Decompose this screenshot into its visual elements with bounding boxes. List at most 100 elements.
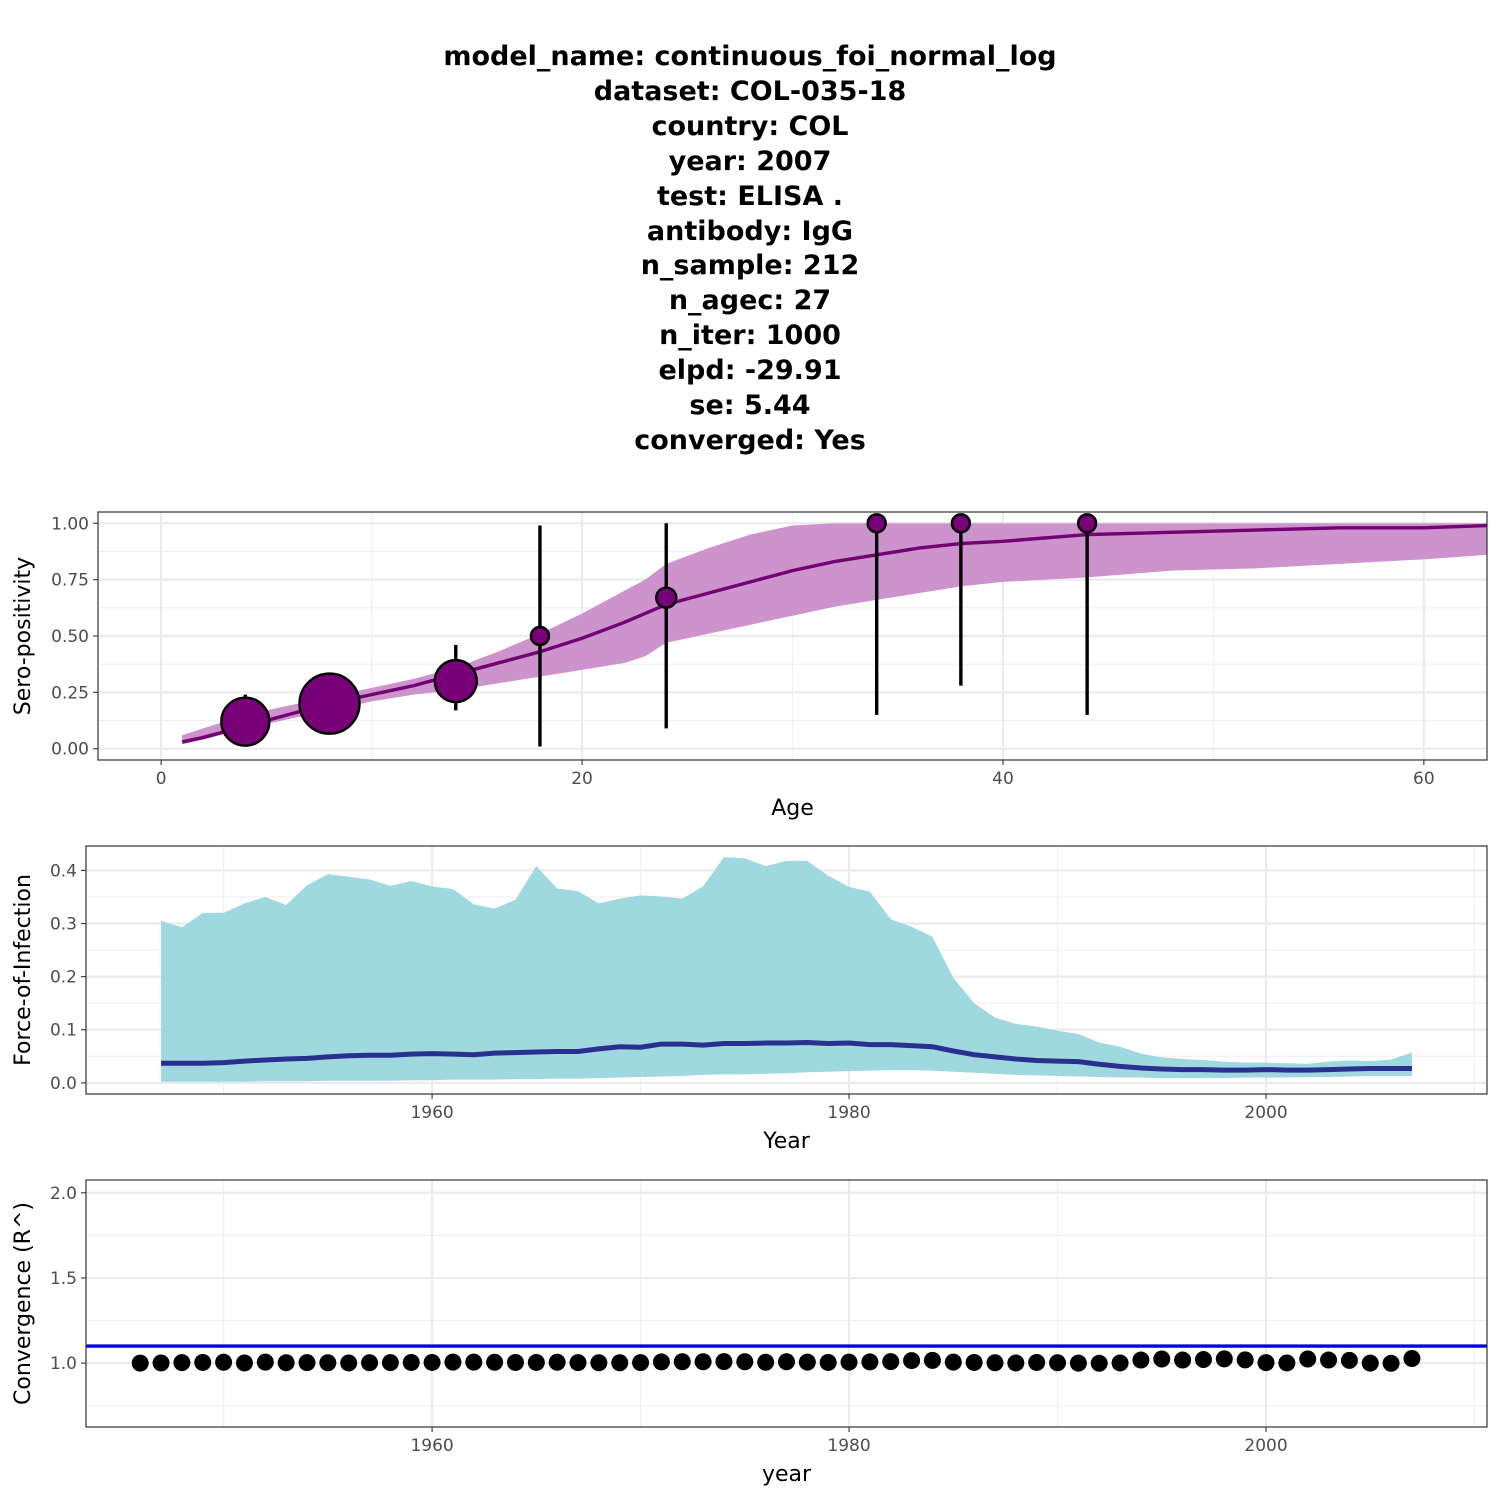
y-tick-label: 2.0 bbox=[50, 1184, 77, 1204]
foi-credible-band bbox=[161, 857, 1412, 1082]
rhat-point bbox=[819, 1353, 837, 1371]
x-tick-label: 1960 bbox=[410, 1436, 453, 1456]
rhat-point bbox=[361, 1354, 379, 1372]
y-axis-title: Convergence (R^) bbox=[11, 1202, 36, 1405]
rhat-point bbox=[1111, 1354, 1129, 1372]
rhat-point bbox=[882, 1353, 900, 1371]
rhat-point bbox=[1007, 1354, 1025, 1372]
rhat-point bbox=[632, 1354, 650, 1372]
x-tick-label: 40 bbox=[992, 769, 1014, 789]
y-tick-label: 1.5 bbox=[50, 1269, 77, 1289]
rhat-point bbox=[923, 1351, 941, 1369]
chart-panel-force-of-infection: 1960 1980 2000 0.0 0.1 0.2 0.3 0.4 Year Force-of-… bbox=[11, 845, 1488, 1154]
rhat-point bbox=[1028, 1353, 1046, 1371]
rhat-point bbox=[798, 1353, 816, 1371]
x-tick-label: 0 bbox=[156, 769, 167, 789]
rhat-point bbox=[1090, 1354, 1108, 1372]
sero-observed-point bbox=[433, 658, 478, 704]
x-tick-label: 1960 bbox=[410, 1103, 453, 1123]
x-tick-label: 2000 bbox=[1244, 1103, 1287, 1123]
rhat-point bbox=[1236, 1351, 1254, 1369]
sero-observed-point bbox=[1076, 513, 1098, 534]
title-line: converged: Yes bbox=[634, 424, 866, 456]
rhat-point bbox=[1340, 1351, 1358, 1369]
rhat-point bbox=[1257, 1354, 1275, 1372]
chart-panel-seroprevalence: 0 20 40 60 0.00 0.25 0.50 0.75 1.00 Age Sero-posit… bbox=[11, 511, 1488, 821]
sero-observed-point bbox=[220, 696, 271, 747]
title-line: test: ELISA . bbox=[656, 180, 844, 212]
rhat-point bbox=[944, 1353, 962, 1371]
rhat-point bbox=[131, 1354, 149, 1372]
rhat-point bbox=[903, 1352, 921, 1370]
rhat-point bbox=[778, 1353, 795, 1371]
rhat-point bbox=[1403, 1350, 1421, 1368]
rhat-point bbox=[1278, 1354, 1296, 1372]
rhat-point bbox=[319, 1354, 337, 1372]
y-tick-label: 0.50 bbox=[51, 627, 89, 647]
rhat-point bbox=[152, 1354, 170, 1372]
panel-background bbox=[86, 1180, 1487, 1427]
rhat-point bbox=[861, 1353, 879, 1371]
rhat-point bbox=[298, 1354, 316, 1372]
rhat-point bbox=[1382, 1354, 1400, 1372]
rhat-point bbox=[736, 1353, 754, 1371]
y-tick-label: 0.0 bbox=[50, 1074, 77, 1094]
rhat-point bbox=[1174, 1351, 1192, 1369]
sero-observed-point bbox=[298, 672, 361, 735]
y-tick-label: 0.3 bbox=[50, 915, 77, 935]
title-line: model_name: continuous_foi_normal_log bbox=[443, 41, 1057, 72]
title-line: country: COL bbox=[651, 110, 849, 142]
rhat-point bbox=[652, 1353, 670, 1371]
y-axis-title: Force-of-Infection bbox=[11, 874, 36, 1066]
rhat-point bbox=[506, 1353, 524, 1371]
panel-border bbox=[85, 1179, 1488, 1428]
title-line: se: 5.44 bbox=[689, 390, 811, 422]
rhat-point bbox=[590, 1354, 608, 1372]
sero-observed-point bbox=[655, 586, 678, 609]
title-line: n_sample: 212 bbox=[640, 250, 860, 282]
title-line: elpd: -29.91 bbox=[658, 355, 842, 387]
panel-border bbox=[97, 511, 1488, 761]
rhat-point bbox=[965, 1353, 983, 1371]
x-tick-label: 1980 bbox=[827, 1103, 870, 1123]
rhat-point bbox=[215, 1353, 233, 1371]
rhat-point bbox=[194, 1353, 212, 1371]
sero-observed-point bbox=[529, 625, 551, 647]
y-tick-label: 0.1 bbox=[50, 1021, 77, 1041]
y-tick-label: 0.00 bbox=[51, 740, 89, 760]
rhat-point bbox=[340, 1354, 358, 1372]
x-tick-label: 20 bbox=[571, 769, 593, 789]
panel-border bbox=[85, 845, 1488, 1095]
rhat-point bbox=[611, 1354, 629, 1372]
rhat-point bbox=[694, 1353, 712, 1371]
rhat-point bbox=[277, 1354, 295, 1372]
rhat-point bbox=[173, 1354, 191, 1372]
rhat-point bbox=[423, 1353, 441, 1371]
rhat-point bbox=[715, 1353, 733, 1371]
y-tick-label: 0.75 bbox=[51, 571, 89, 591]
title-line: n_iter: 1000 bbox=[659, 320, 841, 352]
rhat-point bbox=[1361, 1354, 1379, 1372]
rhat-point bbox=[444, 1353, 462, 1371]
rhat-point bbox=[1299, 1350, 1317, 1368]
rhat-point bbox=[465, 1353, 483, 1371]
sero-credible-band bbox=[182, 523, 1487, 745]
y-tick-label: 0.2 bbox=[50, 968, 77, 988]
x-axis-title: Age bbox=[771, 796, 814, 821]
y-tick-label: 1.0 bbox=[50, 1354, 77, 1374]
sero-observed-point bbox=[866, 513, 887, 534]
rhat-point bbox=[840, 1353, 858, 1371]
y-axis-title: Sero-positivity bbox=[11, 557, 36, 715]
rhat-point bbox=[1320, 1351, 1338, 1369]
x-axis-title: Year bbox=[762, 1129, 811, 1154]
rhat-point bbox=[1069, 1354, 1087, 1372]
x-axis-title: year bbox=[762, 1462, 812, 1487]
x-tick-label: 2000 bbox=[1244, 1436, 1287, 1456]
y-tick-label: 0.25 bbox=[51, 683, 89, 703]
rhat-point bbox=[527, 1353, 545, 1371]
rhat-point bbox=[402, 1353, 420, 1371]
rhat-point bbox=[1132, 1351, 1150, 1369]
sero-observed-point bbox=[950, 513, 972, 534]
title-line: antibody: IgG bbox=[646, 215, 854, 247]
